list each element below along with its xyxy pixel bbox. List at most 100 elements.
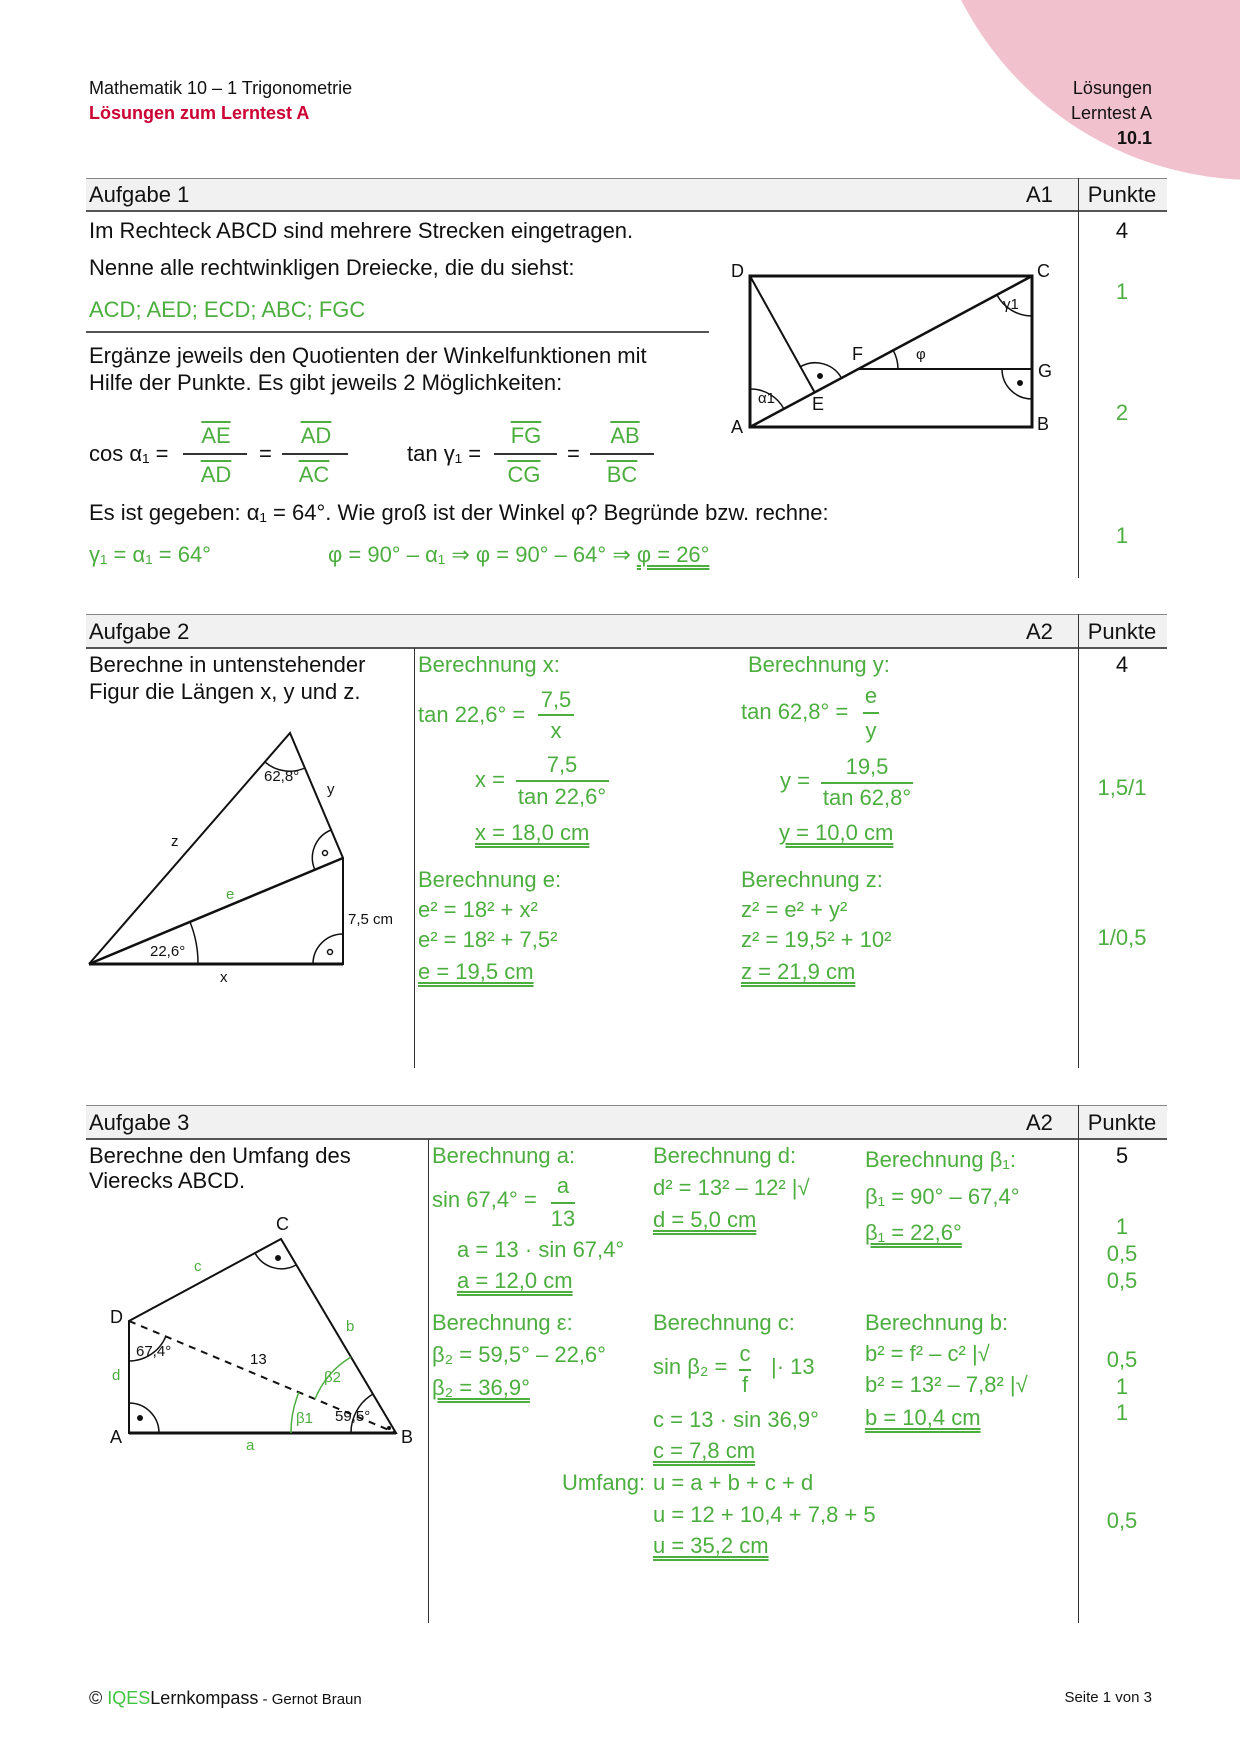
frac-den: y — [865, 718, 877, 743]
task3-points-item: 1 — [1115, 1374, 1129, 1399]
header-right-line3: 10.1 — [1116, 128, 1152, 148]
calc-a-line2: a = 13 · sin 67,4° — [457, 1237, 625, 1262]
point-label-d: D — [731, 261, 744, 281]
brand-logo-lernkompass: Lernkompass — [150, 1688, 259, 1708]
calc-c-result: c = 7,8 cm — [653, 1438, 756, 1463]
cos-label: cos α₁ = — [89, 441, 169, 466]
tan-frac2-den: BC — [606, 462, 638, 487]
fraction-line — [183, 453, 247, 455]
side-label-c: c — [194, 1258, 202, 1275]
task2-points-item: 1,5/1 — [1097, 775, 1147, 800]
point-label-a: A — [110, 1427, 123, 1447]
calc-e-heading: Berechnung e: — [418, 867, 562, 892]
calc-c-line1: sin β₂ = — [653, 1354, 728, 1379]
task1-code: A1 — [1026, 182, 1053, 207]
angle-label-top: 62,8° — [264, 768, 300, 785]
calc-z-line1: z² = e² + y² — [741, 897, 848, 922]
task2-code: A2 — [1026, 619, 1053, 644]
cos-frac1-num: AE — [201, 423, 231, 448]
task3-code: A2 — [1026, 1110, 1053, 1135]
task3-points-item: 0,5 — [1106, 1347, 1138, 1372]
copyright-icon: © — [89, 1688, 103, 1708]
frac-den: x — [550, 718, 562, 743]
frac-num: 19,5 — [845, 754, 889, 779]
calc-beta1-line1: β₁ = 90° – 67,4° — [865, 1184, 1020, 1209]
side-label-d: d — [112, 1367, 121, 1384]
frac-den: f — [741, 1372, 749, 1397]
calc-c-suffix: |· 13 — [771, 1354, 815, 1379]
task3-points-total: 5 — [1115, 1143, 1129, 1168]
calc-a-heading: Berechnung a: — [432, 1143, 576, 1168]
calc-y-line2: y = — [780, 768, 810, 793]
diagonal-label: 13 — [250, 1351, 267, 1368]
angle-label-beta1: β1 — [296, 1410, 313, 1427]
cos-frac2-num: AD — [300, 423, 332, 448]
subject-line: Mathematik 10 – 1 Trigonometrie — [89, 78, 353, 98]
column-divider — [428, 1139, 429, 1623]
points-column-divider — [1078, 178, 1079, 578]
side-label-y: y — [327, 781, 335, 798]
side-label-b: b — [346, 1318, 355, 1335]
side-label-length: 7,5 cm — [348, 911, 394, 928]
side-label-z: z — [171, 833, 179, 850]
result: φ = 26° — [636, 542, 710, 567]
task1-answer3b: φ = 90° – α₁ ⇒ φ = 90° – 64° ⇒ φ = 26° — [328, 542, 709, 568]
task2-text2: Figur die Längen x, y und z. — [89, 679, 361, 704]
frac-num: a — [556, 1173, 570, 1198]
calc-y-line1: tan 62,8° = — [741, 699, 849, 724]
task3-points-item: 1 — [1115, 1214, 1129, 1239]
calc-d-line1: d² = 13² – 12² |√ — [653, 1175, 810, 1200]
angle-label-b: 59,5° — [335, 1408, 371, 1425]
header-right-line2: Lerntest A — [1070, 103, 1152, 123]
perimeter-label: Umfang: — [562, 1470, 646, 1495]
frac-den: tan 22,6° — [517, 784, 607, 809]
fraction-line — [494, 453, 557, 455]
point-label-g: G — [1038, 361, 1053, 381]
calc-y-heading: Berechnung y: — [748, 652, 890, 677]
calc-c-line2: c = 13 · sin 36,9° — [653, 1407, 819, 1432]
fraction-line — [551, 1202, 575, 1204]
calc-e-result: e = 19,5 cm — [418, 959, 534, 984]
side-label-x: x — [220, 969, 228, 986]
side-label-a: a — [246, 1437, 255, 1454]
calc-d-result: d = 5,0 cm — [653, 1207, 757, 1232]
cos-frac2-den: AC — [298, 462, 330, 487]
calc-y-result: y = 10,0 cm — [779, 820, 894, 845]
fraction-line — [516, 780, 609, 782]
task2-points-header: Punkte — [1087, 619, 1157, 644]
calc-z-line2: z² = 19,5² + 10² — [741, 927, 892, 952]
point-label-a: A — [731, 417, 744, 437]
task1-points-header: Punkte — [1087, 182, 1157, 207]
calc-beta1-result: β₁ = 22,6° — [865, 1220, 962, 1245]
calc-d-heading: Berechnung d: — [653, 1143, 797, 1168]
task3-points-item: 1 — [1115, 1400, 1129, 1425]
document-title: Lösungen zum Lerntest A — [89, 103, 310, 123]
point-label-e: E — [812, 394, 825, 414]
calc-x-line2: x = — [475, 767, 505, 792]
points-column-divider — [1078, 614, 1079, 1068]
angle-label-phi: φ — [916, 346, 926, 363]
calc-eps-line1: β₂ = 59,5° – 22,6° — [432, 1342, 606, 1367]
points-column-divider — [1078, 1105, 1079, 1623]
angle-label-gamma1: γ1 — [1003, 296, 1019, 313]
cos-frac1-den: AD — [200, 462, 232, 487]
task1-points-item: 1 — [1115, 279, 1129, 304]
task3-points-item: 0,5 — [1106, 1268, 1138, 1293]
task2-points-item: 1/0,5 — [1097, 925, 1147, 950]
calc-beta1-heading: Berechnung β₁: — [865, 1147, 1016, 1172]
perimeter-result: u = 35,2 cm — [653, 1533, 769, 1558]
angle-label-beta2: β2 — [324, 1369, 341, 1386]
calc-eps-result: β₂ = 36,9° — [432, 1375, 530, 1400]
task3-header-bar — [86, 1105, 1167, 1140]
point-label-b: B — [401, 1427, 414, 1447]
task1-points-item: 1 — [1115, 523, 1129, 548]
brand-logo-iqes: IQES — [107, 1688, 151, 1708]
calc-x-line1: tan 22,6° = — [418, 702, 526, 727]
point-label-b: B — [1037, 414, 1050, 434]
task3-points-header: Punkte — [1087, 1110, 1157, 1135]
tan-frac2-num: AB — [610, 423, 640, 448]
page-number: Seite 1 von 3 — [1064, 1689, 1152, 1706]
